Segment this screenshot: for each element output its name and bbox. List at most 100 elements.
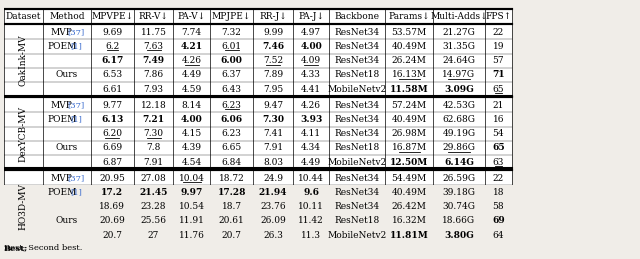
Text: RR-V↓: RR-V↓ — [139, 12, 168, 21]
Text: Best;: Best; — [4, 244, 28, 252]
Text: 16: 16 — [493, 115, 504, 124]
Text: 26.59G: 26.59G — [442, 174, 476, 183]
Text: 4.11: 4.11 — [301, 129, 321, 138]
Text: 57.24M: 57.24M — [392, 100, 427, 110]
Text: 63: 63 — [493, 158, 504, 167]
Text: ResNet34: ResNet34 — [335, 202, 380, 211]
Text: 4.09: 4.09 — [301, 56, 321, 65]
Text: 18.69: 18.69 — [99, 202, 125, 211]
Text: 6.00: 6.00 — [221, 56, 243, 65]
Text: 7.89: 7.89 — [263, 70, 283, 80]
Text: MPJPE↓: MPJPE↓ — [212, 12, 252, 21]
Text: Params↓: Params↓ — [388, 12, 430, 21]
Text: 6.14G: 6.14G — [444, 158, 474, 167]
Text: 49.19G: 49.19G — [442, 129, 476, 138]
Text: 71: 71 — [492, 70, 504, 80]
Text: MobileNetv2: MobileNetv2 — [328, 158, 387, 167]
Text: MVP: MVP — [51, 174, 73, 183]
Text: 3.93: 3.93 — [300, 115, 322, 124]
Text: 9.47: 9.47 — [263, 100, 283, 110]
Bar — [4, 9, 511, 240]
Text: 40.49M: 40.49M — [392, 42, 427, 51]
Text: [1]: [1] — [70, 42, 82, 50]
Text: 40.49M: 40.49M — [392, 115, 427, 124]
Text: Ours: Ours — [56, 217, 78, 225]
Text: 22: 22 — [493, 27, 504, 37]
Text: 8.03: 8.03 — [263, 158, 283, 167]
Text: [1]: [1] — [70, 115, 82, 123]
Text: 7.49: 7.49 — [143, 56, 164, 65]
Text: Backbone: Backbone — [335, 12, 380, 21]
Text: 6.13: 6.13 — [101, 115, 124, 124]
Text: [37]: [37] — [67, 174, 84, 182]
Text: 20.61: 20.61 — [219, 217, 244, 225]
Text: 26.98M: 26.98M — [392, 129, 427, 138]
Text: 11.58M: 11.58M — [390, 85, 428, 94]
Text: 7.93: 7.93 — [143, 85, 164, 94]
Text: [37]: [37] — [67, 28, 84, 36]
Text: 10.54: 10.54 — [179, 202, 205, 211]
Text: 11.75: 11.75 — [141, 27, 166, 37]
Text: 64: 64 — [493, 231, 504, 240]
Text: 4.49: 4.49 — [301, 158, 321, 167]
Text: ResNet18: ResNet18 — [335, 217, 380, 225]
Text: 20.69: 20.69 — [99, 217, 125, 225]
Text: PA-V↓: PA-V↓ — [178, 12, 205, 21]
Text: 4.21: 4.21 — [180, 42, 203, 51]
Text: 62.68G: 62.68G — [442, 115, 476, 124]
Text: 4.41: 4.41 — [301, 85, 321, 94]
Text: 10.04: 10.04 — [179, 174, 205, 183]
Text: MobileNetv2: MobileNetv2 — [328, 85, 387, 94]
Text: 4.33: 4.33 — [301, 70, 321, 80]
Text: 3.80G: 3.80G — [444, 231, 474, 240]
Text: ResNet34: ResNet34 — [335, 115, 380, 124]
Text: ResNet18: ResNet18 — [335, 70, 380, 80]
Text: 24.64G: 24.64G — [442, 56, 476, 65]
Text: 12.18: 12.18 — [141, 100, 166, 110]
Text: 21.27G: 21.27G — [442, 27, 476, 37]
Text: 20.95: 20.95 — [99, 174, 125, 183]
Text: MVP: MVP — [51, 27, 73, 37]
Text: 7.95: 7.95 — [263, 85, 283, 94]
Text: 23.28: 23.28 — [141, 202, 166, 211]
Text: 27: 27 — [148, 231, 159, 240]
Text: 25.56: 25.56 — [141, 217, 166, 225]
Text: 6.69: 6.69 — [102, 143, 122, 153]
Text: 54: 54 — [493, 129, 504, 138]
Text: PA-J↓: PA-J↓ — [298, 12, 324, 21]
Text: 11.91: 11.91 — [179, 217, 205, 225]
Text: 29.86G: 29.86G — [442, 143, 476, 153]
Text: POEM: POEM — [47, 188, 77, 197]
Text: 6.23: 6.23 — [221, 129, 242, 138]
Text: ResNet34: ResNet34 — [335, 100, 380, 110]
Text: ResNet34: ResNet34 — [335, 27, 380, 37]
Text: ResNet34: ResNet34 — [335, 188, 380, 197]
Text: 6.17: 6.17 — [101, 56, 124, 65]
Text: 7.30: 7.30 — [143, 129, 164, 138]
Text: 8.14: 8.14 — [182, 100, 202, 110]
Text: 11.42: 11.42 — [298, 217, 324, 225]
Text: 57: 57 — [493, 56, 504, 65]
Text: RR-J↓: RR-J↓ — [259, 12, 287, 21]
Text: 18.66G: 18.66G — [442, 217, 476, 225]
Text: ResNet34: ResNet34 — [335, 42, 380, 51]
Text: 22: 22 — [493, 174, 504, 183]
Text: 9.97: 9.97 — [180, 188, 203, 197]
Text: 16.13M: 16.13M — [392, 70, 427, 80]
Text: 4.49: 4.49 — [182, 70, 202, 80]
Text: Dataset: Dataset — [6, 12, 41, 21]
Text: OakInk-MV: OakInk-MV — [19, 35, 28, 87]
Text: 58: 58 — [493, 202, 504, 211]
Text: 4.59: 4.59 — [182, 85, 202, 94]
Text: 30.74G: 30.74G — [442, 202, 476, 211]
Text: MPVPE↓: MPVPE↓ — [92, 12, 133, 21]
Text: Best; Second best.: Best; Second best. — [4, 244, 82, 252]
Text: 6.2: 6.2 — [105, 42, 120, 51]
Text: 14.97G: 14.97G — [442, 70, 476, 80]
Text: 65: 65 — [492, 143, 504, 153]
Text: 10.44: 10.44 — [298, 174, 324, 183]
Text: MobileNetv2: MobileNetv2 — [328, 231, 387, 240]
Text: 6.43: 6.43 — [221, 85, 242, 94]
Text: 7.8: 7.8 — [147, 143, 161, 153]
Text: 11.3: 11.3 — [301, 231, 321, 240]
